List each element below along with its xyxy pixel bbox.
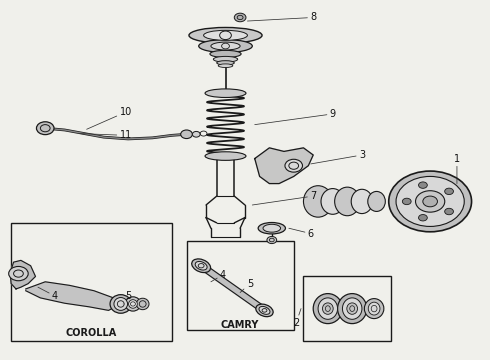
Ellipse shape <box>335 187 360 216</box>
Ellipse shape <box>368 192 385 211</box>
Ellipse shape <box>303 186 333 217</box>
Text: 11: 11 <box>79 130 132 140</box>
Circle shape <box>36 122 54 135</box>
Ellipse shape <box>347 303 358 314</box>
Text: 6: 6 <box>289 228 314 239</box>
Ellipse shape <box>114 297 127 310</box>
Bar <box>303 276 391 341</box>
Ellipse shape <box>313 294 343 324</box>
Polygon shape <box>26 282 118 310</box>
Text: 3: 3 <box>311 150 365 164</box>
Circle shape <box>389 171 471 232</box>
Ellipse shape <box>259 306 270 314</box>
Text: CAMRY: CAMRY <box>221 320 259 330</box>
Circle shape <box>423 196 438 207</box>
Circle shape <box>193 131 200 137</box>
Ellipse shape <box>258 222 286 234</box>
Polygon shape <box>198 264 267 312</box>
Circle shape <box>285 159 302 172</box>
Text: COROLLA: COROLLA <box>66 328 117 338</box>
Text: 9: 9 <box>255 109 336 125</box>
Text: 5: 5 <box>240 279 253 293</box>
Circle shape <box>234 13 246 22</box>
Circle shape <box>181 130 193 139</box>
Circle shape <box>396 176 464 226</box>
Circle shape <box>418 215 427 221</box>
Ellipse shape <box>256 304 273 317</box>
Ellipse shape <box>205 152 246 160</box>
Ellipse shape <box>211 42 240 50</box>
Ellipse shape <box>125 297 141 311</box>
Text: 10: 10 <box>87 107 132 129</box>
Ellipse shape <box>136 298 149 310</box>
Ellipse shape <box>110 295 131 313</box>
Ellipse shape <box>318 298 338 319</box>
Ellipse shape <box>351 189 373 213</box>
Text: 2: 2 <box>293 309 301 328</box>
Text: 7: 7 <box>252 191 317 205</box>
Ellipse shape <box>195 261 207 270</box>
Circle shape <box>418 182 427 188</box>
Text: 1: 1 <box>454 154 460 184</box>
Ellipse shape <box>210 50 241 58</box>
Ellipse shape <box>263 224 281 232</box>
Ellipse shape <box>213 57 238 62</box>
Ellipse shape <box>189 27 262 43</box>
Ellipse shape <box>322 303 333 314</box>
Ellipse shape <box>217 61 234 65</box>
Text: 4: 4 <box>38 287 58 301</box>
Text: 5: 5 <box>123 291 131 304</box>
Polygon shape <box>10 260 35 289</box>
Ellipse shape <box>321 189 344 214</box>
Circle shape <box>9 266 28 281</box>
Ellipse shape <box>199 40 252 53</box>
Polygon shape <box>255 148 313 184</box>
Ellipse shape <box>368 302 380 315</box>
Ellipse shape <box>203 30 247 40</box>
Ellipse shape <box>338 294 367 324</box>
Bar <box>187 241 294 330</box>
Ellipse shape <box>205 89 246 98</box>
Text: 8: 8 <box>247 13 316 22</box>
Circle shape <box>445 208 453 215</box>
Text: 4: 4 <box>211 270 226 282</box>
Circle shape <box>267 237 277 244</box>
Ellipse shape <box>128 300 137 308</box>
Ellipse shape <box>343 298 362 319</box>
Circle shape <box>402 198 411 204</box>
Ellipse shape <box>365 298 384 319</box>
Ellipse shape <box>218 64 233 67</box>
Bar <box>11 223 172 341</box>
Ellipse shape <box>192 259 211 273</box>
Circle shape <box>416 191 445 212</box>
Circle shape <box>445 188 453 194</box>
